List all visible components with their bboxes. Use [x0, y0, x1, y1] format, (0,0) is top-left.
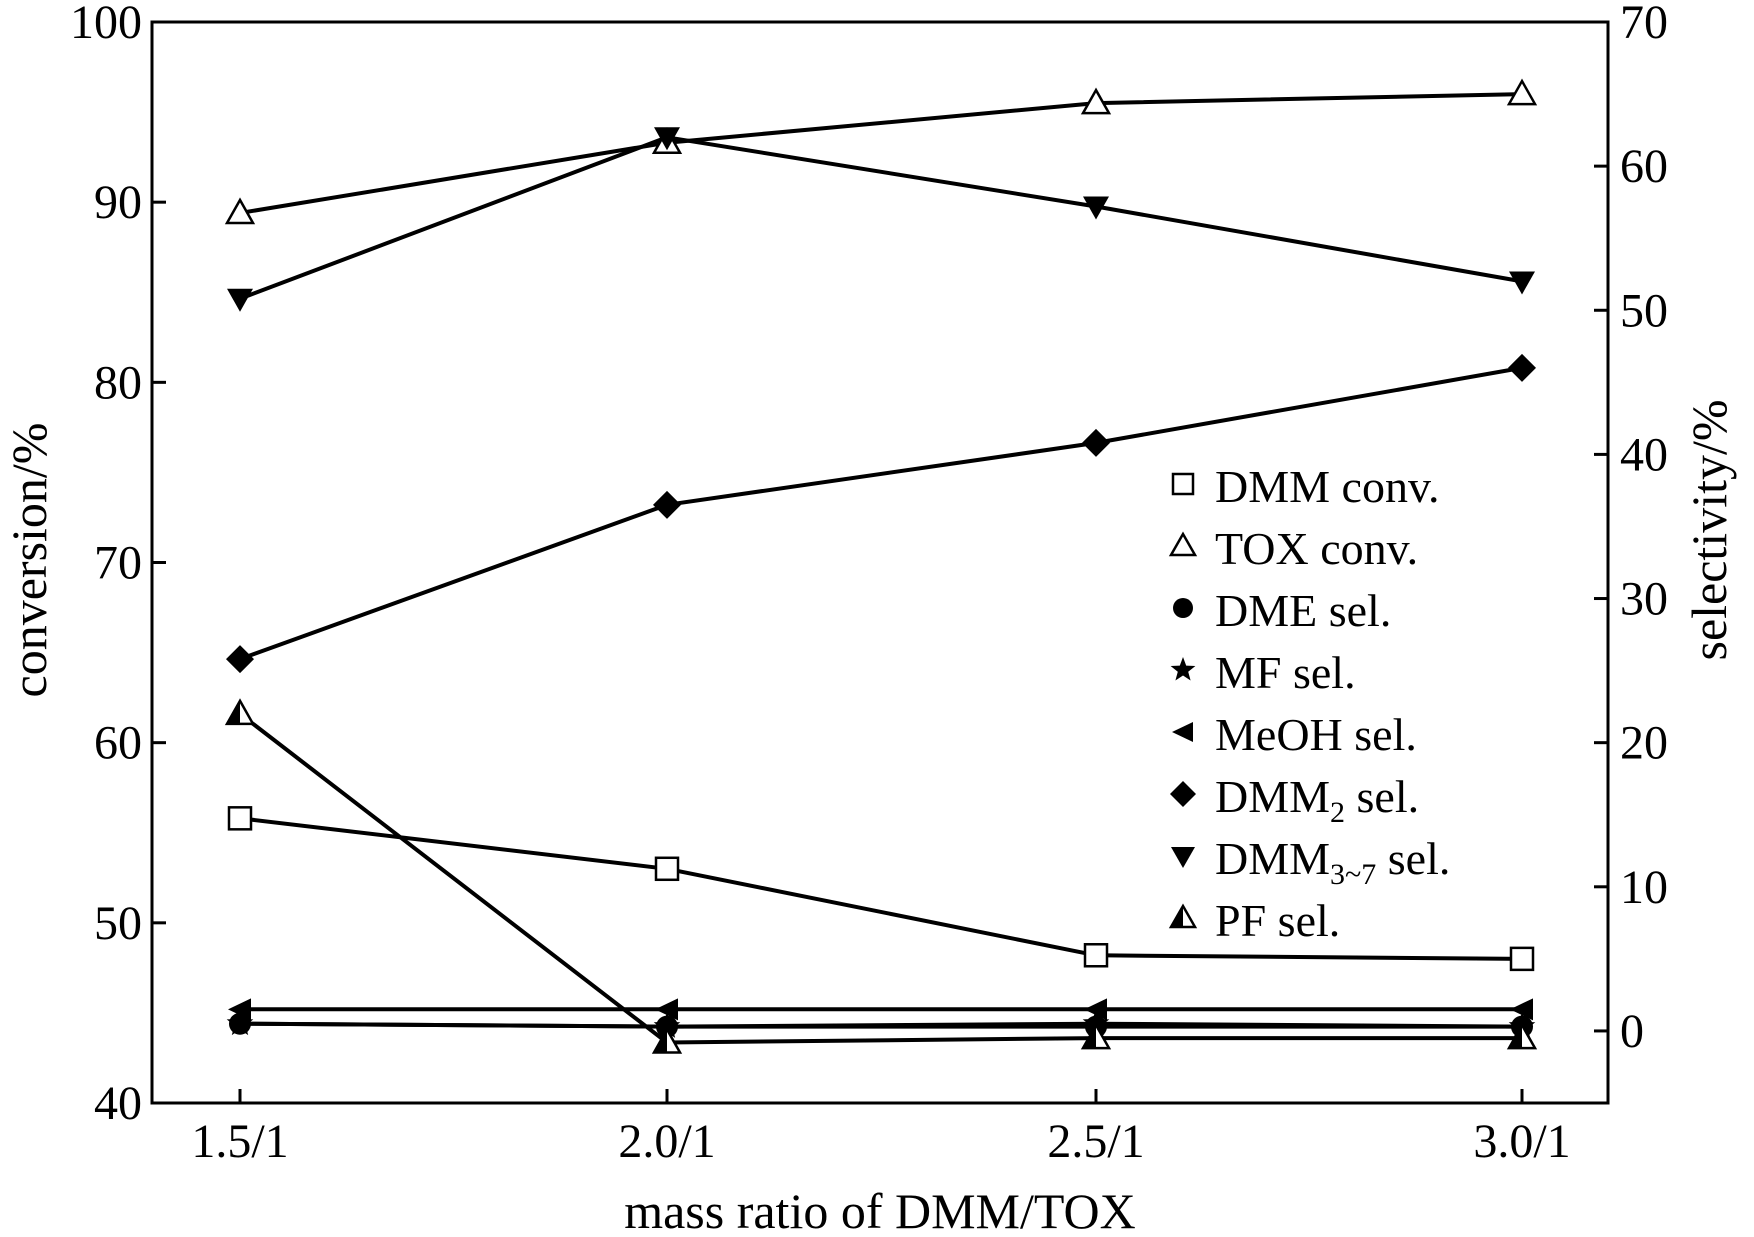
- x-tick-label: 3.0/1: [1473, 1115, 1570, 1168]
- legend-label: PF sel.: [1215, 895, 1340, 946]
- marker-half-triangle-up: [651, 1026, 683, 1054]
- y-tick-label: 60: [94, 717, 142, 770]
- legend-label: DMM conv.: [1215, 461, 1439, 512]
- marker-filled-triangle-left: [1172, 722, 1193, 742]
- marker-fill: [1509, 1025, 1522, 1049]
- marker-fill: [654, 1029, 667, 1053]
- marker-filled-diamond: [1508, 353, 1536, 382]
- legend-label-text: TOX conv.: [1215, 523, 1418, 574]
- marker-filled-star: [1082, 1009, 1110, 1036]
- marker-fill: [1083, 1025, 1096, 1049]
- marker-half-triangle-up: [1506, 1022, 1538, 1050]
- legend-label-suffix: sel.: [1345, 771, 1419, 822]
- marker-half-triangle-up: [1080, 1022, 1112, 1050]
- legend-label-text: DMM conv.: [1215, 461, 1439, 512]
- y-tick-label: 80: [94, 356, 142, 409]
- series-line-1: [239, 92, 1523, 215]
- marker-filled-triangle-down: [1083, 196, 1109, 220]
- legend-label-text: DMM: [1215, 771, 1330, 822]
- marker-filled-triangle-down: [1509, 271, 1535, 295]
- marker-filled-star: [226, 1009, 254, 1036]
- series-line-5: [239, 365, 1523, 661]
- left-axis-ticks: 40 50 60 70 80 90 100: [70, 0, 166, 1130]
- legend-label: DMM2 sel.: [1215, 771, 1419, 829]
- marker-open-triangle-up: [224, 197, 256, 225]
- legend-label: DME sel.: [1215, 585, 1391, 636]
- marker-fill: [1171, 906, 1183, 927]
- marker-fill: [227, 700, 240, 724]
- legend-label-suffix: sel.: [1376, 833, 1450, 884]
- marker-open-triangle-up: [1168, 531, 1198, 557]
- marker-filled-star: [1170, 657, 1196, 681]
- series-lines: [238, 92, 1523, 1045]
- marker-filled-diamond: [1170, 781, 1196, 807]
- x-tick-label: 2.5/1: [1047, 1115, 1144, 1168]
- marker-filled-star: [653, 1012, 681, 1038]
- marker-filled-triangle-down: [1171, 847, 1195, 868]
- legend-label-text: MF sel.: [1215, 647, 1356, 698]
- marker-filled-triangle-down: [654, 127, 680, 151]
- marker-open-square: [1171, 472, 1195, 496]
- marker-open-square: [1083, 943, 1109, 968]
- legend-label: MeOH sel.: [1215, 709, 1417, 760]
- y-tick-label: 50: [94, 897, 142, 950]
- legend-label-text: PF sel.: [1215, 895, 1340, 946]
- y-tick-label: 100: [70, 0, 142, 49]
- y-tick-label: 40: [94, 1077, 142, 1130]
- marker-filled-diamond: [226, 645, 254, 674]
- legend-label-text: MeOH sel.: [1215, 709, 1417, 760]
- y2-tick-label: 20: [1620, 717, 1668, 770]
- legend-label: MF sel.: [1215, 647, 1356, 698]
- marker-open-square: [654, 856, 680, 882]
- x-axis-ticks: 1.5/1 2.0/1 2.5/1 3.0/1: [191, 1089, 1571, 1168]
- y2-tick-label: 30: [1620, 573, 1668, 626]
- y2-axis-title: selectivity/%: [1681, 399, 1737, 660]
- y2-tick-label: 70: [1620, 0, 1668, 49]
- series-line-6: [239, 135, 1523, 301]
- x-tick-label: 2.0/1: [618, 1115, 715, 1168]
- marker-filled-diamond: [653, 490, 681, 519]
- marker-filled-diamond: [1082, 428, 1110, 457]
- series-line-0: [239, 816, 1523, 961]
- marker-filled-triangle-left: [655, 998, 678, 1021]
- marker-filled-triangle-left: [1510, 998, 1533, 1021]
- legend-label: DMM3~7 sel.: [1215, 833, 1450, 891]
- marker-filled-triangle-left: [1084, 998, 1107, 1021]
- marker-open-triangle-up: [1506, 78, 1538, 106]
- marker-open-square: [1509, 946, 1535, 972]
- y2-tick-label: 60: [1620, 140, 1668, 193]
- series-markers: [224, 78, 1538, 1054]
- marker-filled-triangle-left: [228, 998, 251, 1021]
- y2-tick-label: 10: [1620, 861, 1668, 914]
- legend-label: TOX conv.: [1215, 523, 1418, 574]
- legend-label-text: DMM: [1215, 833, 1330, 884]
- y-tick-label: 90: [94, 176, 142, 229]
- y2-tick-label: 0: [1620, 1005, 1644, 1058]
- marker-filled-circle: [1173, 598, 1193, 618]
- marker-open-triangle-up: [1080, 87, 1112, 115]
- y-axis-title: conversion/%: [1, 423, 57, 698]
- series-line-3: [239, 1021, 1523, 1029]
- x-axis-title: mass ratio of DMM/TOX: [624, 1183, 1136, 1237]
- marker-filled-triangle-down: [227, 288, 253, 312]
- series-line-7: [238, 712, 1522, 1045]
- legend-label-subscript: 3~7: [1330, 858, 1376, 891]
- legend: DMM conv. TOX conv. DME sel. MF sel. MeOH se…: [1168, 461, 1450, 946]
- y2-tick-label: 50: [1620, 284, 1668, 337]
- x-tick-label: 1.5/1: [191, 1115, 288, 1168]
- y-tick-label: 70: [94, 537, 142, 590]
- marker-half-triangle-up: [1168, 903, 1198, 929]
- marker-open-square: [227, 806, 253, 831]
- marker-half-triangle-up: [224, 698, 256, 726]
- legend-label-subscript: 2: [1330, 796, 1345, 829]
- right-axis-ticks: 0 10 20 30 40 50 60 70: [1594, 0, 1668, 1058]
- y2-tick-label: 40: [1620, 428, 1668, 481]
- legend-label-text: DME sel.: [1215, 585, 1391, 636]
